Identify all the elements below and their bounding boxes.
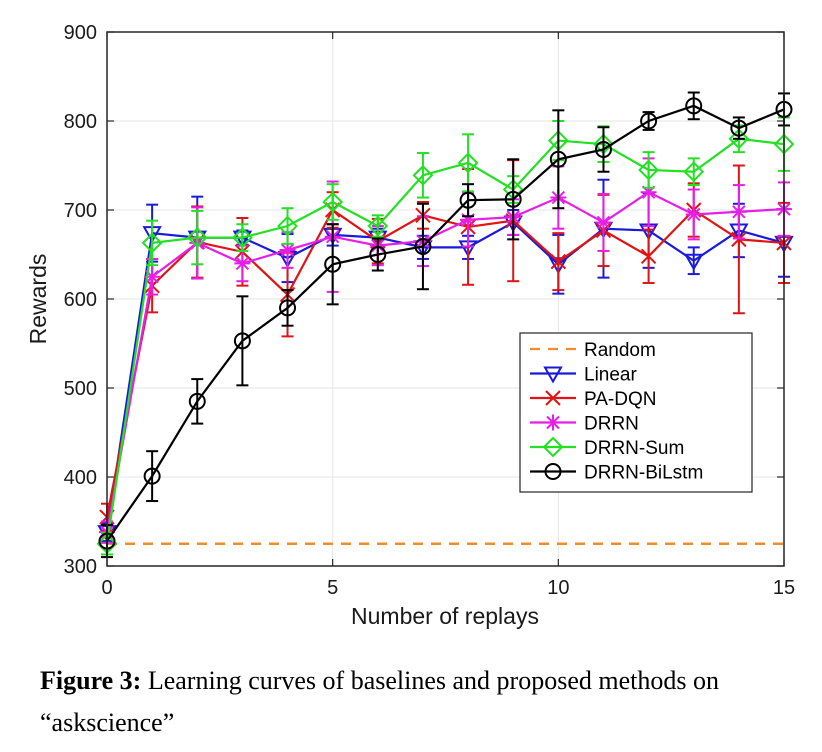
error-bar xyxy=(597,126,610,173)
error-bar xyxy=(416,152,429,199)
data-point xyxy=(550,253,567,270)
y-axis-label: Rewards xyxy=(25,254,51,345)
error-bar xyxy=(642,151,655,189)
x-tick-label: 15 xyxy=(773,577,795,599)
legend-entry: Linear xyxy=(530,365,637,386)
legend-marker xyxy=(544,463,562,480)
plot-frame xyxy=(106,31,785,567)
data-point xyxy=(414,237,432,255)
x-tick-label: 10 xyxy=(547,577,569,599)
series-group xyxy=(96,91,795,559)
legend-marker xyxy=(545,414,561,431)
data-point xyxy=(279,299,297,317)
data-point xyxy=(549,150,567,168)
error-bar xyxy=(146,219,159,267)
error-bar xyxy=(281,207,294,245)
legend-marker xyxy=(542,436,564,458)
caption-text: Learning curves of baselines and propose… xyxy=(40,666,719,737)
legend-label: DRRN-BiLstm xyxy=(584,463,703,484)
series-line xyxy=(105,208,785,518)
y-tick-label: 600 xyxy=(64,289,97,311)
data-point xyxy=(369,246,387,263)
error-bar xyxy=(326,183,339,221)
x-tick-label: 0 xyxy=(101,577,112,599)
legend-label: DRRN-Sum xyxy=(584,438,684,459)
y-tick-label: 500 xyxy=(64,378,97,400)
data-point xyxy=(367,215,389,237)
data-point xyxy=(322,191,344,213)
legend-entry: DRRN-BiLstm xyxy=(530,463,703,484)
data-point xyxy=(685,97,703,115)
legend-entry: DRRN xyxy=(530,414,639,435)
data-point xyxy=(638,159,660,181)
y-tick-label: 800 xyxy=(64,111,97,133)
chart: 0 5 10 15 300 400 500 600 700 800 900 Number of re… xyxy=(25,22,795,629)
legend-box xyxy=(519,332,753,493)
data-point xyxy=(141,232,163,254)
data-point xyxy=(640,112,658,130)
data-point xyxy=(188,392,206,410)
y-tick-label: 900 xyxy=(64,22,97,44)
data-point xyxy=(231,227,253,249)
data-point xyxy=(324,255,342,273)
data-point xyxy=(186,227,208,249)
data-point xyxy=(594,140,612,158)
error-bar xyxy=(281,289,294,327)
data-point xyxy=(143,467,161,485)
legend-entry: Random xyxy=(530,340,656,361)
legend: Random Linear PA-DQN DRRN DRRN-Sum DRRN-BiLst… xyxy=(519,332,753,493)
y-tick-label: 700 xyxy=(64,200,97,222)
data-point xyxy=(640,248,657,264)
data-point xyxy=(459,191,477,209)
legend-entry: DRRN-Sum xyxy=(530,436,684,459)
series-line xyxy=(105,137,785,544)
error-bar xyxy=(236,295,249,387)
legend-marker xyxy=(543,366,563,384)
data-point xyxy=(730,119,748,137)
data-point xyxy=(683,161,705,183)
data-point xyxy=(504,190,522,208)
legend-label: DRRN xyxy=(584,414,639,435)
x-axis-label: Number of replays xyxy=(351,603,539,629)
legend-label: Random xyxy=(584,340,656,361)
x-tick-label: 5 xyxy=(327,577,338,599)
legend-label: Linear xyxy=(584,365,637,386)
legend-entry: PA-DQN xyxy=(530,389,656,410)
error-bar xyxy=(146,450,159,503)
caption-label: Figure 3: xyxy=(40,666,142,695)
data-point xyxy=(730,203,747,220)
data-point xyxy=(685,206,702,223)
error-bar xyxy=(642,111,655,131)
series-drrn-bilstm xyxy=(98,91,793,559)
error-bar xyxy=(416,202,429,291)
y-tick-label: 400 xyxy=(64,467,97,489)
error-bar xyxy=(552,109,565,210)
series-line xyxy=(106,104,785,542)
y-tick-label: 300 xyxy=(64,556,97,578)
data-point xyxy=(412,164,434,186)
legend-marker xyxy=(545,390,561,406)
series-line xyxy=(105,190,785,533)
error-bar xyxy=(371,237,384,272)
data-point xyxy=(277,215,298,237)
error-bar xyxy=(687,91,700,121)
figure-caption: Figure 3: Learning curves of baselines a… xyxy=(40,660,800,744)
error-bar xyxy=(191,209,204,266)
error-bar xyxy=(326,223,339,306)
data-point xyxy=(595,214,612,231)
data-point xyxy=(234,255,251,272)
data-point xyxy=(728,128,750,150)
error-bar xyxy=(462,183,475,218)
legend-label: PA-DQN xyxy=(584,389,656,410)
data-point xyxy=(457,152,479,174)
error-bar xyxy=(371,214,384,238)
data-point xyxy=(684,253,704,271)
data-point xyxy=(233,332,251,350)
error-bar xyxy=(191,378,204,425)
error-bar xyxy=(507,158,520,241)
